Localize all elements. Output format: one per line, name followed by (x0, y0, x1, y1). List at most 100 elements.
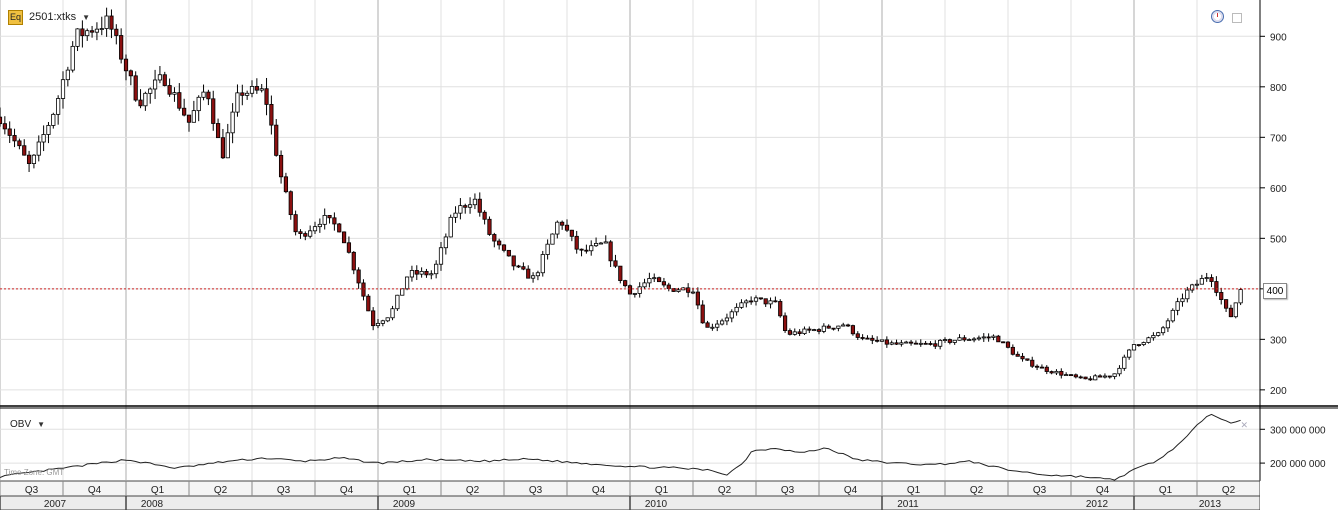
candle-body (337, 223, 342, 233)
candle-body (1001, 341, 1006, 344)
candle-body (1185, 289, 1190, 300)
candle-body (516, 265, 521, 268)
candle-body (845, 324, 851, 327)
candle-body (981, 336, 986, 339)
candle-body (1160, 327, 1166, 334)
candle-body (821, 325, 826, 332)
candle-body (855, 333, 860, 338)
candle-body (782, 315, 788, 331)
candle-body (894, 342, 899, 345)
candle-body (695, 291, 700, 306)
candle-body (1209, 277, 1214, 282)
candle-body (918, 342, 923, 345)
y-tick-label: 300 (1270, 335, 1287, 346)
indicator-close-icon[interactable]: ✕ (1240, 420, 1248, 430)
candle-body (259, 88, 264, 91)
candle-body (545, 243, 550, 255)
candle-body (647, 278, 652, 284)
candle-body (211, 98, 216, 124)
candle-body (1199, 278, 1204, 285)
candle-body (1073, 374, 1078, 378)
candle-body (564, 224, 570, 231)
candle-body (1068, 374, 1074, 377)
year-label: 2011 (897, 499, 919, 510)
indicator-name[interactable]: OBV (10, 419, 32, 430)
quarter-label: Q4 (844, 485, 858, 496)
candle-body (1214, 281, 1219, 293)
candle-body (167, 85, 172, 95)
candle-body (589, 245, 594, 252)
candle-body (1030, 359, 1035, 367)
candle-body (530, 275, 536, 279)
candle-body (947, 339, 952, 343)
candle-body (186, 114, 192, 123)
y-tick-label: 900 (1270, 32, 1287, 43)
candle-body (734, 306, 739, 313)
candle-body (870, 337, 875, 341)
candle-body (143, 92, 148, 107)
candle-body (967, 339, 972, 341)
quarter-label: Q4 (592, 485, 606, 496)
candle-body (1219, 292, 1224, 300)
candle-body (497, 240, 502, 246)
candle-body (623, 280, 628, 287)
candle-body (341, 231, 347, 244)
candle-body (385, 317, 390, 322)
candle-body (409, 270, 415, 278)
candle-body (148, 88, 153, 94)
candle-body (962, 337, 967, 341)
candle-body (1204, 277, 1209, 279)
candle-body (1034, 365, 1040, 368)
candle-body (274, 124, 279, 156)
candle-body (133, 75, 138, 101)
candle-body (1170, 309, 1175, 322)
candle-body (787, 330, 793, 335)
candle-body (971, 338, 977, 341)
symbol-label[interactable]: 2501:xtks (29, 11, 77, 23)
candle-body (1165, 320, 1171, 329)
candle-body (908, 341, 914, 344)
candle-body (526, 268, 531, 279)
candle-body (375, 322, 381, 327)
candle-body (477, 198, 482, 213)
candle-body (976, 337, 982, 340)
symbol-dropdown-icon[interactable]: ▼ (82, 12, 91, 22)
candle-body (879, 339, 885, 342)
candle-body (12, 135, 17, 142)
candle-body (1180, 298, 1185, 303)
indicator-dropdown-icon[interactable]: ▼ (37, 420, 46, 429)
candle-body (371, 310, 376, 327)
candle-body (356, 269, 361, 284)
obv-tick-label: 300 000 000 (1270, 425, 1326, 436)
candle-body (690, 291, 696, 294)
candle-body (196, 96, 201, 112)
maximize-icon[interactable] (1232, 13, 1242, 23)
candle-body (618, 265, 623, 281)
equity-icon[interactable]: Eq (8, 9, 23, 25)
candle-body (487, 218, 492, 235)
candle-body (463, 205, 468, 208)
candle-body (501, 244, 507, 251)
candle-body (773, 300, 778, 303)
current-price-tag: 400 (1263, 283, 1287, 299)
timezone-label: Time Zone: GMT (4, 468, 65, 477)
candle-body (278, 154, 284, 178)
clock-icon[interactable] (1211, 10, 1224, 23)
candle-body (1005, 341, 1011, 348)
candle-body (816, 329, 822, 332)
candle-body (128, 70, 133, 77)
candles (0, 7, 1260, 381)
candle-body (652, 277, 657, 280)
candle-body (65, 69, 70, 81)
candle-body (41, 134, 46, 143)
candle-body (991, 335, 996, 338)
candle-body (264, 88, 269, 105)
candle-body (138, 99, 143, 107)
quarter-label: Q2 (1222, 485, 1236, 496)
candle-body (303, 233, 308, 237)
y-tick-label: 700 (1270, 133, 1287, 144)
candle-body (1020, 355, 1025, 360)
candle-body (1136, 344, 1141, 346)
candle-body (1025, 358, 1030, 361)
candle-body (429, 273, 434, 276)
